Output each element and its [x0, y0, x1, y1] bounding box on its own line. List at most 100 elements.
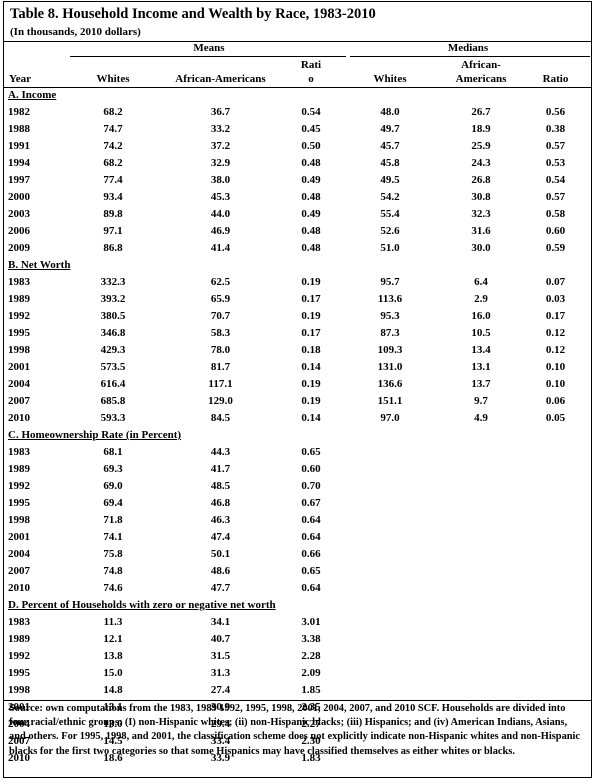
means-whites-cell: 74.8: [103, 565, 123, 577]
means-whites-cell: 13.8: [103, 650, 123, 662]
medians-african-cell: [438, 682, 524, 699]
means-african-header: African-Americans: [175, 73, 266, 85]
means-ratio-cell: 0.19: [301, 276, 321, 288]
year-cell: 2007: [8, 565, 30, 577]
means-whites-cell: 69.0: [103, 480, 123, 492]
year-cell: 2010: [8, 582, 30, 594]
medians-whites-cell: [342, 546, 438, 563]
medians-african-cell: [438, 546, 524, 563]
means-ratio-cell: 1.83: [301, 752, 321, 764]
means-ratio-cell: 0.14: [301, 412, 321, 424]
means-ratio-cell: 0.48: [301, 242, 321, 254]
medians-african-cell: 10.5: [471, 327, 491, 339]
table-title: Table 8. Household Income and Wealth by …: [10, 6, 376, 22]
means-african-cell: 78.0: [210, 344, 231, 356]
means-ratio-cell: 0.60: [301, 463, 321, 475]
means-whites-cell: 89.8: [103, 208, 123, 220]
medians-ratio-cell: 0.56: [545, 106, 566, 118]
table-row: 2007 14.5 33.4 2.30: [5, 733, 587, 750]
means-whites-cell: 74.1: [103, 531, 123, 543]
year-cell: 1994: [8, 157, 30, 169]
year-cell: 2010: [8, 752, 30, 764]
medians-ratio-cell: 0.58: [545, 208, 566, 220]
means-whites-cell: 14.5: [103, 735, 123, 747]
medians-african-cell: 4.9: [474, 412, 488, 424]
table-row: 2001 74.1 47.4 0.64: [5, 529, 587, 546]
medians-ratio-cell: [524, 665, 587, 682]
means-african-cell: 47.7: [210, 582, 231, 594]
medians-whites-cell: 109.3: [377, 344, 403, 356]
year-cell: 2004: [8, 718, 30, 730]
medians-whites-cell: [342, 665, 438, 682]
medians-ratio-cell: [524, 478, 587, 495]
means-whites-cell: 86.8: [103, 242, 123, 254]
means-ratio-cell: 2.30: [301, 735, 321, 747]
medians-ratio-cell: 0.07: [545, 276, 566, 288]
medians-ratio-cell: 0.53: [545, 157, 566, 169]
table-row: 2001 13.1 30.9 2.35: [5, 699, 587, 716]
medians-whites-cell: [342, 648, 438, 665]
means-whites-cell: 13.0: [103, 718, 123, 730]
means-whites-cell: 69.4: [103, 497, 123, 509]
table-row: 1995 69.4 46.8 0.67: [5, 495, 587, 512]
means-african-cell: 32.9: [210, 157, 231, 169]
table-row: 2007 74.8 48.6 0.65: [5, 563, 587, 580]
medians-african-cell: [438, 444, 524, 461]
means-whites-cell: 393.2: [100, 293, 126, 305]
table-row: 1983 11.3 34.1 3.01: [5, 614, 587, 631]
medians-whites-cell: [342, 495, 438, 512]
medians-whites-cell: 95.3: [380, 310, 400, 322]
table-row: 1998 71.8 46.3 0.64: [5, 512, 587, 529]
year-cell: 1982: [8, 106, 30, 118]
medians-ratio-cell: 0.57: [545, 191, 566, 203]
medians-african-cell: 13.1: [471, 361, 491, 373]
medians-ratio-cell: [524, 648, 587, 665]
means-african-cell: 81.7: [210, 361, 231, 373]
means-african-cell: 65.9: [210, 293, 231, 305]
year-cell: 2010: [8, 412, 30, 424]
means-african-cell: 70.7: [210, 310, 231, 322]
table-row: 2004 616.4 117.1 0.19 136.6 13.7 0.10: [5, 376, 587, 393]
medians-african-cell: 31.6: [471, 225, 491, 237]
medians-ratio-header: Ratio: [542, 73, 569, 85]
medians-ratio-cell: [524, 461, 587, 478]
means-ratio-cell: 0.66: [301, 548, 321, 560]
medians-african-cell: 32.3: [471, 208, 491, 220]
table-row: 2004 75.8 50.1 0.66: [5, 546, 587, 563]
means-ratio-header-line2: o: [308, 73, 314, 85]
means-whites-cell: 68.2: [103, 157, 123, 169]
means-african-cell: 45.3: [210, 191, 231, 203]
table-row: 2010 18.6 33.9 1.83: [5, 750, 587, 767]
header-bottom-rule: [4, 87, 591, 88]
means-whites-cell: 429.3: [100, 344, 126, 356]
means-african-cell: 62.5: [210, 276, 231, 288]
medians-whites-cell: [342, 461, 438, 478]
year-cell: 2007: [8, 395, 30, 407]
means-underline: [70, 56, 346, 57]
means-african-cell: 30.9: [210, 701, 231, 713]
medians-african-cell: 13.7: [471, 378, 491, 390]
year-cell: 1997: [8, 174, 30, 186]
table-row: 2010 74.6 47.7 0.64: [5, 580, 587, 597]
table-body: A. Income 1982 68.2 36.7 0.54 48.0 26.7 0.56 198…: [5, 87, 587, 767]
medians-ratio-cell: [524, 614, 587, 631]
medians-african-cell: [438, 495, 524, 512]
means-whites-cell: 74.2: [103, 140, 123, 152]
means-ratio-cell: 0.45: [301, 123, 321, 135]
year-cell: 2004: [8, 378, 30, 390]
means-ratio-cell: 2.27: [301, 718, 321, 730]
means-african-cell: 41.4: [210, 242, 231, 254]
table-row: 1998 14.8 27.4 1.85: [5, 682, 587, 699]
medians-ratio-cell: 0.10: [545, 378, 566, 390]
medians-ratio-cell: [524, 580, 587, 597]
medians-whites-cell: [342, 444, 438, 461]
means-ratio-cell: 0.64: [301, 582, 321, 594]
year-cell: 2006: [8, 225, 30, 237]
medians-african-cell: 13.4: [471, 344, 491, 356]
medians-whites-cell: 113.6: [377, 293, 403, 305]
table-row: 1989 69.3 41.7 0.60: [5, 461, 587, 478]
year-cell: 1992: [8, 310, 30, 322]
means-whites-cell: 68.2: [103, 106, 123, 118]
table-row: 2004 13.0 29.4 2.27: [5, 716, 587, 733]
medians-ratio-cell: 0.12: [545, 327, 566, 339]
